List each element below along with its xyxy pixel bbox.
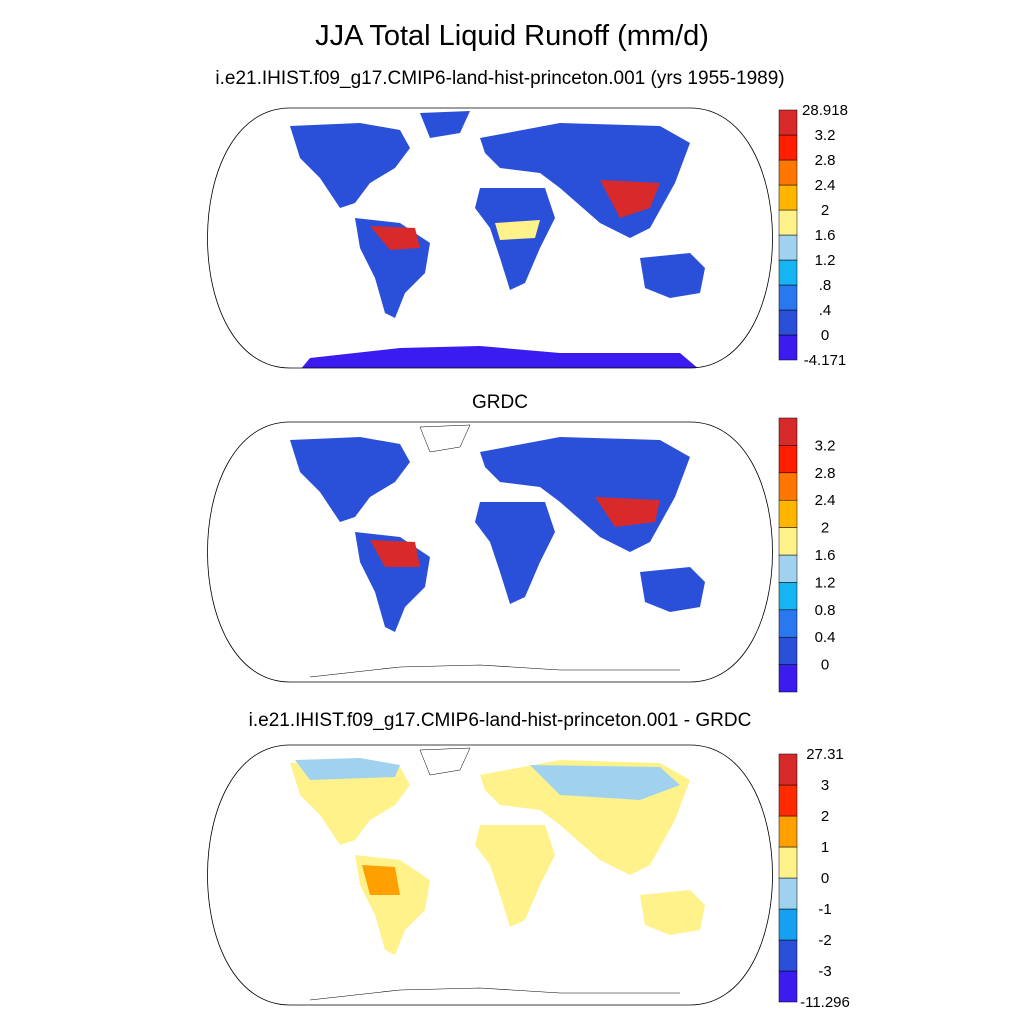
amazon-high-runoff [370, 540, 420, 567]
africa-landmass [475, 502, 555, 604]
colorbar-tick-label: 3 [821, 777, 829, 794]
colorbar-swatch [778, 499, 798, 528]
colorbar-tick-label: 1.2 [815, 574, 836, 591]
colorbar-panel-3: -11.296 -3 -2 -1 0 1 2 3 27.31 [778, 746, 850, 1011]
greenland-landmass [420, 111, 470, 138]
colorbar-swatch [778, 472, 798, 501]
colorbar-tick-label: 1.6 [815, 547, 836, 564]
colorbar-tick-label: .8 [819, 277, 832, 294]
colorbar-tick-label: 1.6 [815, 227, 836, 244]
colorbar-swatch [778, 134, 798, 161]
north-america-landmass [290, 760, 410, 845]
colorbar-swatch [778, 445, 798, 474]
colorbar-swatch [778, 664, 798, 693]
colorbar-tick-label: 2.4 [815, 177, 836, 194]
colorbar-swatch [778, 554, 798, 583]
colorbar-tick-label: -4.171 [804, 352, 847, 369]
colorbar-tick-label: 3.2 [815, 437, 836, 454]
map-panel-3 [207, 744, 773, 1006]
north-america-high-latitude-deficit [295, 758, 400, 780]
colorbar-swatch [778, 753, 798, 786]
colorbar-swatch [778, 877, 798, 910]
colorbar-tick-label: 2.8 [815, 465, 836, 482]
north-america-landmass [290, 437, 410, 522]
colorbar-swatch [778, 309, 798, 336]
map-panel-1 [207, 107, 773, 369]
greenland-landmass [419, 747, 471, 776]
colorbar-swatch [778, 109, 798, 136]
central-africa-runoff [495, 220, 540, 240]
colorbar-tick-label: -3 [818, 963, 831, 980]
colorbar-tick-label: 0 [821, 870, 829, 887]
colorbar-swatch [778, 970, 798, 1003]
colorbar-swatch [778, 259, 798, 286]
figure-title: JJA Total Liquid Runoff (mm/d) [315, 20, 709, 52]
colorbar-tick-label: 0 [821, 657, 829, 674]
antarctica-landmass [300, 346, 700, 368]
colorbar-swatch [778, 582, 798, 611]
colorbar-swatch [778, 784, 798, 817]
panel-3-title: i.e21.IHIST.f09_g17.CMIP6-land-hist-prin… [248, 710, 752, 731]
amazon-difference-patch [362, 865, 400, 895]
colorbar-tick-label: 0 [821, 327, 829, 344]
amazon-high-runoff [370, 226, 420, 250]
siberia-deficit [530, 765, 680, 800]
asia-monsoon-runoff [600, 180, 660, 218]
australia-landmass [640, 890, 705, 935]
colorbar-swatch [778, 846, 798, 879]
australia-landmass [640, 253, 705, 298]
colorbar-tick-label: -2 [818, 932, 831, 949]
colorbar-tick-label: 2 [821, 520, 829, 537]
colorbar-swatch [778, 234, 798, 261]
colorbar-swatch [778, 209, 798, 236]
colorbar-tick-label: 0.8 [815, 602, 836, 619]
north-america-landmass [290, 123, 410, 208]
colorbar-swatch [778, 184, 798, 211]
panel-2-title: GRDC [472, 392, 528, 413]
colorbar-tick-label: -1 [818, 901, 831, 918]
colorbar-swatch [778, 284, 798, 311]
colorbar-swatch [778, 908, 798, 941]
colorbar-swatch [778, 939, 798, 972]
antarctica-outline [309, 664, 680, 678]
colorbar-swatch [778, 334, 798, 361]
colorbar-swatch [778, 636, 798, 665]
colorbar-panel-2: 0 0.4 0.8 1.2 1.6 2 2.4 2.8 3.2 [778, 417, 836, 693]
globe-outline [207, 744, 773, 1006]
colorbar-tick-label: 2.4 [815, 492, 836, 509]
colorbar-panel-1: -4.171 0 .4 .8 1.2 1.6 2 2.4 2.8 3.2 28.918 [778, 102, 848, 369]
globe-outline [207, 107, 773, 369]
colorbar-tick-label: 1.2 [815, 252, 836, 269]
colorbar-tick-label: 2.8 [815, 152, 836, 169]
panel-1-title: i.e21.IHIST.f09_g17.CMIP6-land-hist-prin… [215, 68, 785, 89]
asia-monsoon-runoff [595, 497, 660, 527]
colorbar-tick-label: 28.918 [802, 102, 848, 119]
colorbar-swatch [778, 815, 798, 848]
colorbar-tick-label: .4 [819, 302, 832, 319]
colorbar-tick-label: 2 [821, 202, 829, 219]
colorbar-swatch [778, 527, 798, 556]
globe-outline [207, 421, 773, 683]
colorbar-tick-label: 1 [821, 839, 829, 856]
colorbar-tick-label: 2 [821, 808, 829, 825]
colorbar-swatch [778, 609, 798, 638]
antarctica-outline [309, 987, 680, 1001]
australia-landmass [640, 567, 705, 612]
colorbar-swatch [778, 159, 798, 186]
africa-landmass [475, 825, 555, 927]
greenland-landmass [419, 424, 471, 453]
colorbar-tick-label: 27.31 [806, 746, 844, 763]
colorbar-swatch [778, 417, 798, 446]
colorbar-tick-label: -11.296 [800, 994, 850, 1011]
map-panel-2 [207, 421, 773, 683]
colorbar-tick-label: 3.2 [815, 127, 836, 144]
colorbar-tick-label: 0.4 [815, 629, 836, 646]
